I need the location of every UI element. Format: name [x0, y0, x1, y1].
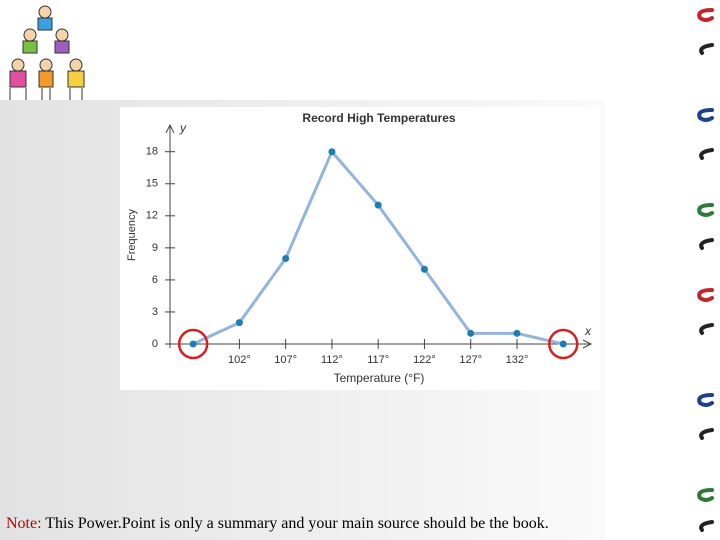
data-point: [189, 340, 197, 348]
data-point: [513, 329, 521, 337]
y-tick-label: 3: [152, 306, 158, 318]
note-label: Note:: [6, 515, 42, 532]
data-point: [282, 255, 290, 263]
data-point: [374, 201, 382, 209]
x-tick-label: 107°: [274, 354, 297, 366]
y-axis-letter: y: [179, 121, 187, 135]
highlight-circle: [547, 328, 579, 360]
clipart: [9, 5, 85, 100]
note: Note: This Power.Point is only a summary…: [6, 515, 549, 532]
x-tick-label: 112°: [321, 354, 343, 366]
data-point: [328, 148, 336, 156]
x-tick-label: 122°: [413, 354, 436, 366]
x-tick-label: 102°: [228, 354, 251, 366]
data-point: [235, 319, 243, 327]
y-tick-label: 12: [146, 210, 158, 222]
note-text: This Power.Point is only a summary and y…: [45, 515, 549, 532]
data-point: [559, 340, 567, 348]
y-tick-label: 15: [146, 178, 158, 190]
data-point: [467, 329, 475, 337]
y-axis-label: Frequency: [126, 209, 138, 261]
y-tick-label: 6: [152, 274, 158, 286]
data-point: [420, 265, 428, 273]
x-tick-label: 127°: [459, 354, 482, 366]
x-axis-label: Temperature (°F): [334, 371, 425, 385]
x-tick-label: 132°: [506, 354, 529, 366]
highlight-circle: [177, 328, 209, 360]
x-axis-arrow: [582, 339, 593, 349]
chart-title: Record High Temperatures: [302, 111, 455, 125]
swirl-border: [697, 8, 714, 532]
y-tick-label: 0: [152, 338, 158, 350]
y-tick-label: 18: [146, 146, 158, 158]
y-tick-label: 9: [152, 242, 158, 254]
x-tick-label: 117°: [367, 354, 389, 366]
y-axis-arrow: [165, 123, 175, 134]
x-axis-letter: x: [584, 324, 592, 338]
chart-panel: [120, 107, 600, 390]
